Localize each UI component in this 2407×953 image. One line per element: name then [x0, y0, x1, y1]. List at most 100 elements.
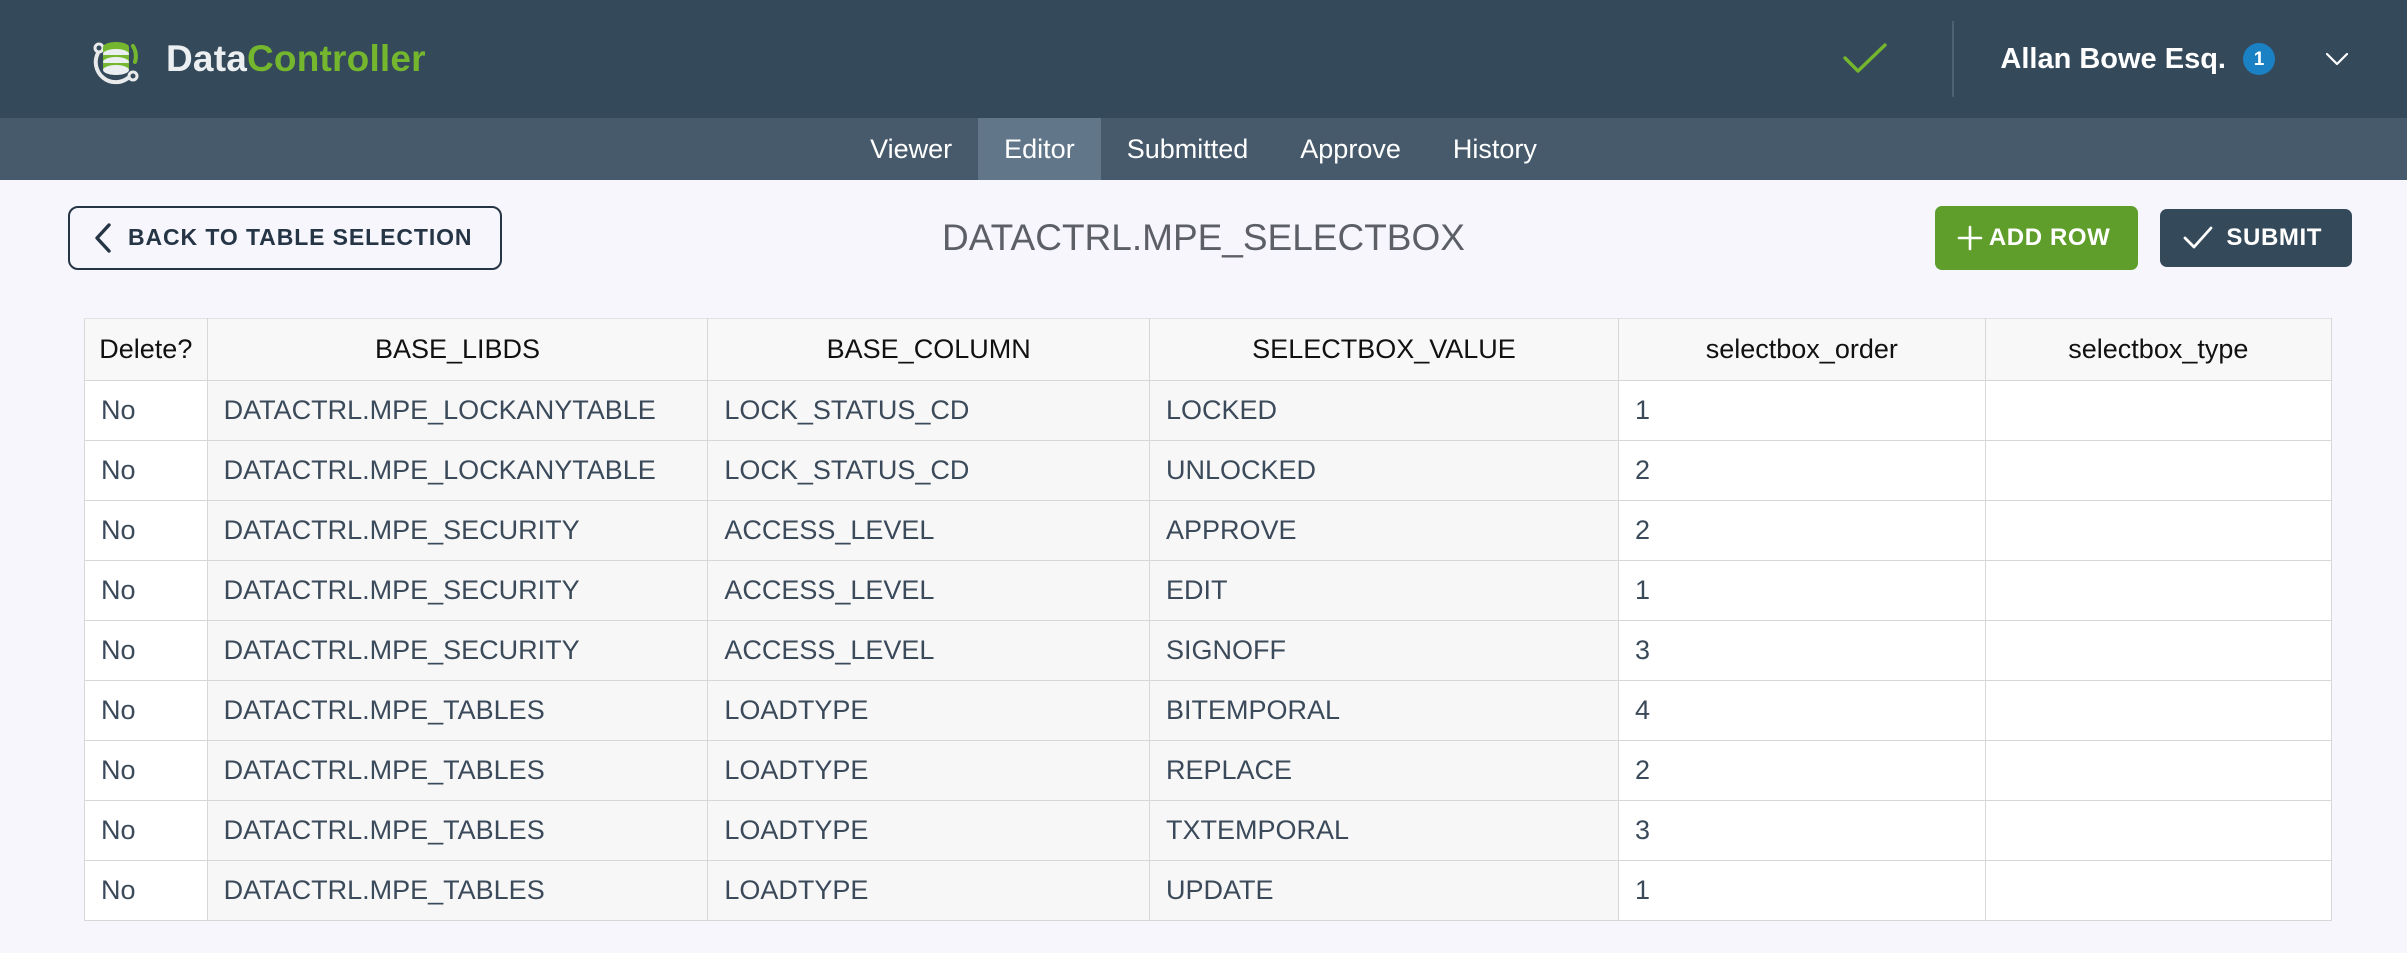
cell-base-libds[interactable]: DATACTRL.MPE_SECURITY: [206, 620, 709, 681]
cell-selectbox-value[interactable]: BITEMPORAL: [1149, 680, 1619, 741]
cell-base-column[interactable]: LOCK_STATUS_CD: [707, 440, 1151, 501]
cell-delete[interactable]: No: [84, 620, 208, 681]
header-right-group: Allan Bowe Esq. 1: [1822, 0, 2352, 118]
cell-delete[interactable]: No: [84, 560, 208, 621]
cell-selectbox-order[interactable]: 2: [1617, 440, 1986, 501]
nav-item-approve[interactable]: Approve: [1274, 118, 1427, 180]
cell-base-libds[interactable]: DATACTRL.MPE_SECURITY: [206, 560, 709, 621]
table-row[interactable]: No DATACTRL.MPE_TABLES LOADTYPE TXTEMPORAL 3: [84, 800, 2333, 861]
cell-base-libds[interactable]: DATACTRL.MPE_TABLES: [206, 800, 709, 861]
table-header-row: Delete? BASE_LIBDS BASE_COLUMN SELECTBOX…: [84, 318, 2333, 381]
cell-delete[interactable]: No: [84, 860, 208, 921]
cell-selectbox-value[interactable]: REPLACE: [1149, 740, 1619, 801]
column-header-selectbox-value[interactable]: SELECTBOX_VALUE: [1149, 318, 1619, 381]
editor-table-container[interactable]: Delete? BASE_LIBDS BASE_COLUMN SELECTBOX…: [0, 295, 2407, 953]
database-logo-icon: [93, 42, 139, 85]
cell-delete[interactable]: No: [84, 740, 208, 801]
table-row[interactable]: No DATACTRL.MPE_SECURITY ACCESS_LEVEL SIGNO…: [84, 620, 2333, 681]
cell-base-libds[interactable]: DATACTRL.MPE_TABLES: [206, 740, 709, 801]
table-row[interactable]: No DATACTRL.MPE_SECURITY ACCESS_LEVEL EDIT 1: [84, 560, 2333, 621]
cell-base-column[interactable]: LOCK_STATUS_CD: [707, 380, 1151, 441]
cell-base-libds[interactable]: DATACTRL.MPE_LOCKANYTABLE: [206, 440, 709, 501]
nav-item-history[interactable]: History: [1427, 118, 1563, 180]
table-body: No DATACTRL.MPE_LOCKANYTABLE LOCK_STATUS_C…: [84, 380, 2333, 921]
user-name: Allan Bowe Esq.: [2000, 42, 2226, 75]
user-menu[interactable]: Allan Bowe Esq. 1: [2000, 43, 2352, 76]
cell-delete[interactable]: No: [84, 380, 208, 441]
table-row[interactable]: No DATACTRL.MPE_TABLES LOADTYPE UPDATE 1: [84, 860, 2333, 921]
add-row-button[interactable]: ADD ROW: [1934, 205, 2139, 270]
nav-label: Viewer: [870, 133, 953, 164]
user-menu-caret[interactable]: [2322, 44, 2352, 74]
cell-base-libds[interactable]: DATACTRL.MPE_LOCKANYTABLE: [206, 380, 709, 441]
cell-selectbox-order[interactable]: 3: [1617, 800, 1986, 861]
data-grid: Delete? BASE_LIBDS BASE_COLUMN SELECTBOX…: [84, 318, 2333, 921]
nav-label: Approve: [1300, 133, 1401, 164]
cell-selectbox-type[interactable]: [1984, 680, 2333, 741]
cell-base-libds[interactable]: DATACTRL.MPE_TABLES: [206, 680, 709, 741]
cell-delete[interactable]: No: [84, 500, 208, 561]
nav-item-submitted[interactable]: Submitted: [1101, 118, 1275, 180]
cell-base-column[interactable]: LOADTYPE: [707, 800, 1151, 861]
cell-base-column[interactable]: ACCESS_LEVEL: [707, 500, 1151, 561]
cell-base-column[interactable]: ACCESS_LEVEL: [707, 560, 1151, 621]
table-row[interactable]: No DATACTRL.MPE_LOCKANYTABLE LOCK_STATUS_C…: [84, 380, 2333, 441]
main-nav: Viewer Editor Submitted Approve History: [0, 118, 2407, 180]
cell-base-libds[interactable]: DATACTRL.MPE_TABLES: [206, 860, 709, 921]
cell-delete[interactable]: No: [84, 440, 208, 501]
nav-label: Editor: [1004, 133, 1075, 164]
cell-delete[interactable]: No: [84, 800, 208, 861]
cell-selectbox-value[interactable]: UPDATE: [1149, 860, 1619, 921]
cell-selectbox-order[interactable]: 2: [1617, 740, 1986, 801]
cell-selectbox-order[interactable]: 1: [1617, 860, 1986, 921]
cell-selectbox-value[interactable]: TXTEMPORAL: [1149, 800, 1619, 861]
cell-selectbox-order[interactable]: 1: [1617, 380, 1986, 441]
column-header-delete[interactable]: Delete?: [84, 318, 208, 381]
cell-selectbox-type[interactable]: [1984, 800, 2333, 861]
nav-item-editor[interactable]: Editor: [978, 118, 1101, 180]
cell-selectbox-type[interactable]: [1984, 440, 2333, 501]
cell-selectbox-order[interactable]: 4: [1617, 680, 1986, 741]
cell-selectbox-value[interactable]: LOCKED: [1149, 380, 1619, 441]
table-row[interactable]: No DATACTRL.MPE_TABLES LOADTYPE BITEMPORAL 4: [84, 680, 2333, 741]
cell-selectbox-value[interactable]: UNLOCKED: [1149, 440, 1619, 501]
submit-button[interactable]: SUBMIT: [2160, 208, 2352, 267]
cell-selectbox-value[interactable]: APPROVE: [1149, 500, 1619, 561]
toolbar-actions: ADD ROW SUBMIT: [1934, 205, 2352, 270]
header-status-check[interactable]: [1822, 0, 1908, 118]
chevron-down-icon: [2325, 52, 2349, 66]
cell-selectbox-type[interactable]: [1984, 380, 2333, 441]
nav-label: Submitted: [1126, 133, 1249, 164]
status-badge: 1: [2243, 43, 2275, 75]
cell-base-column[interactable]: LOADTYPE: [707, 740, 1151, 801]
column-header-selectbox-order[interactable]: selectbox_order: [1617, 318, 1986, 381]
header-divider: [1952, 21, 1955, 97]
nav-item-viewer[interactable]: Viewer: [844, 118, 978, 180]
cell-selectbox-value[interactable]: EDIT: [1149, 560, 1619, 621]
brand-logo-block[interactable]: DataController: [88, 31, 426, 87]
column-header-base-column[interactable]: BASE_COLUMN: [707, 318, 1151, 381]
cell-selectbox-order[interactable]: 3: [1617, 620, 1986, 681]
nav-label: History: [1452, 133, 1537, 164]
cell-selectbox-type[interactable]: [1984, 740, 2333, 801]
back-to-table-selection-button[interactable]: BACK TO TABLE SELECTION: [68, 205, 503, 270]
cell-selectbox-value[interactable]: SIGNOFF: [1149, 620, 1619, 681]
cell-selectbox-type[interactable]: [1984, 620, 2333, 681]
cell-base-column[interactable]: LOADTYPE: [707, 860, 1151, 921]
cell-selectbox-order[interactable]: 2: [1617, 500, 1986, 561]
plus-icon: [1957, 225, 1983, 250]
column-header-base-libds[interactable]: BASE_LIBDS: [206, 318, 709, 381]
cell-selectbox-order[interactable]: 1: [1617, 560, 1986, 621]
cell-base-libds[interactable]: DATACTRL.MPE_SECURITY: [206, 500, 709, 561]
cell-selectbox-type[interactable]: [1984, 500, 2333, 561]
table-row[interactable]: No DATACTRL.MPE_LOCKANYTABLE LOCK_STATUS_C…: [84, 440, 2333, 501]
cell-base-column[interactable]: ACCESS_LEVEL: [707, 620, 1151, 681]
cell-base-column[interactable]: LOADTYPE: [707, 680, 1151, 741]
column-header-selectbox-type[interactable]: selectbox_type: [1984, 318, 2333, 381]
cell-selectbox-type[interactable]: [1984, 860, 2333, 921]
table-row[interactable]: No DATACTRL.MPE_SECURITY ACCESS_LEVEL APPRO…: [84, 500, 2333, 561]
cell-selectbox-type[interactable]: [1984, 560, 2333, 621]
cell-delete[interactable]: No: [84, 680, 208, 741]
table-row[interactable]: No DATACTRL.MPE_TABLES LOADTYPE REPLACE 2: [84, 740, 2333, 801]
check-icon: [2184, 226, 2213, 248]
